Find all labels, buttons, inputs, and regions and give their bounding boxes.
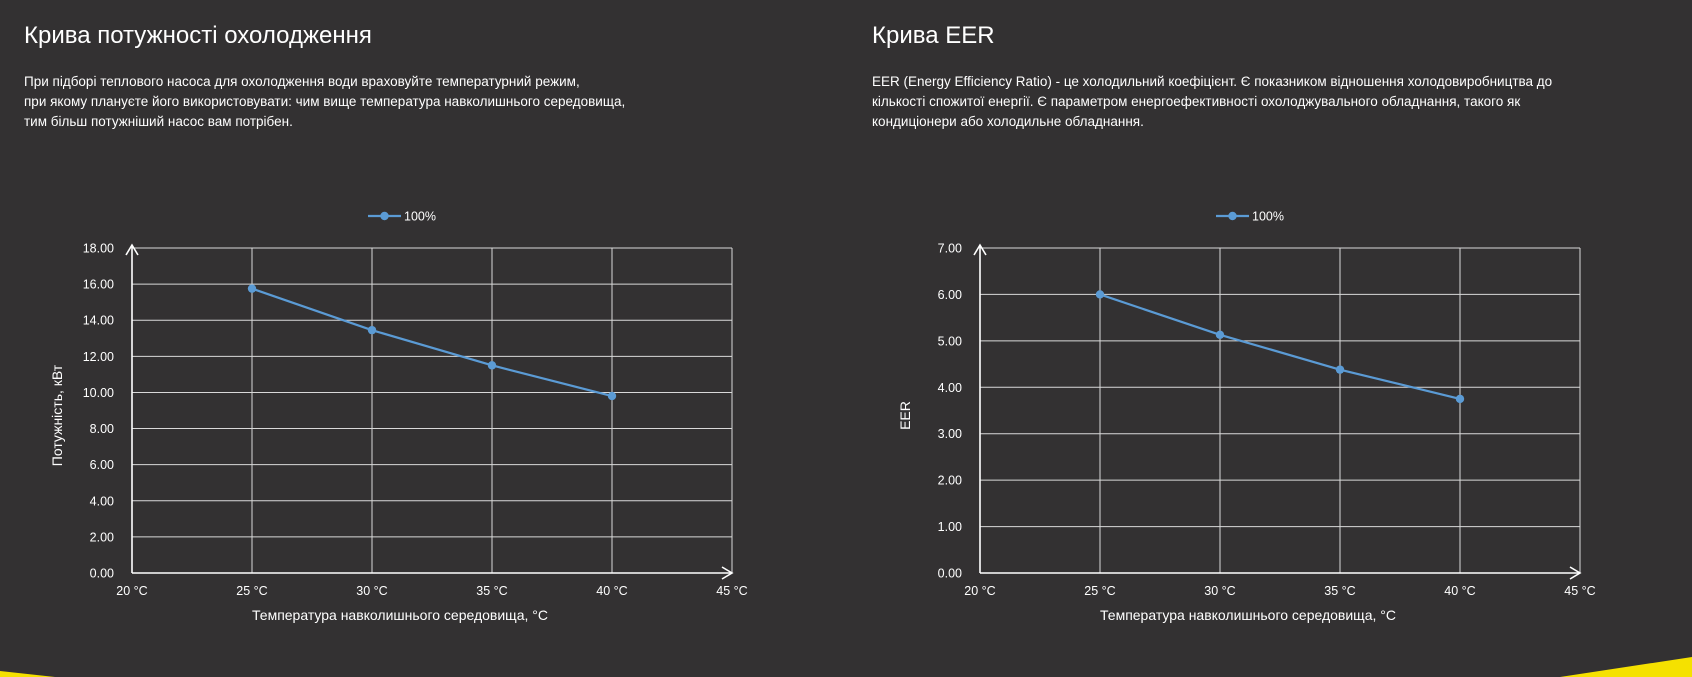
data-point: [487, 361, 497, 370]
data-point: [1095, 290, 1105, 299]
y-tick-label: 6.00: [938, 288, 962, 302]
y-tick-label: 0.00: [90, 567, 114, 581]
y-tick-label: 2.00: [90, 530, 114, 544]
x-axis-title: Температура навколишнього середовища, °C: [252, 607, 548, 623]
y-tick-label: 12.00: [83, 350, 114, 364]
eer-chart: 0.00 1.00 2.00 3.00 4.00 5.00 6.00 7.00 20 °C 25 …: [897, 210, 1596, 624]
legend-marker: [1228, 211, 1237, 221]
data-point: [247, 284, 257, 293]
y-tick-label: 5.00: [938, 334, 962, 348]
y-tick-label: 6.00: [90, 458, 114, 472]
y-tick-label: 7.00: [938, 242, 962, 256]
y-tick-label: 3.00: [938, 427, 962, 441]
cooling-capacity-description: При підборі теплового насоса для охолодж…: [24, 72, 744, 132]
x-tick-label: 45 °C: [1564, 584, 1595, 598]
x-tick-label: 35 °C: [1324, 584, 1355, 598]
x-tick-label: 30 °C: [356, 584, 387, 598]
eer-description: EER (Energy Efficiency Ratio) - це холод…: [872, 72, 1592, 132]
x-axis-title: Температура навколишнього середовища, °C: [1100, 607, 1396, 623]
y-axis-title: Потужність, кВт: [49, 364, 65, 466]
y-axis-arrow: [125, 243, 139, 256]
y-tick-label: 18.00: [83, 242, 114, 256]
eer-panel: Крива EER EER (Energy Efficiency Ratio) …: [848, 0, 1608, 677]
description-line: кондиціонери або холодильне обладнання.: [872, 114, 1144, 129]
data-point: [1215, 330, 1225, 340]
y-axis-arrow: [973, 243, 987, 256]
legend-label: 100%: [1252, 210, 1284, 224]
x-tick-label: 30 °C: [1204, 584, 1235, 598]
y-tick-label: 16.00: [83, 278, 114, 292]
y-tick-label: 10.00: [83, 386, 114, 400]
description-line: При підборі теплового насоса для охолодж…: [24, 74, 580, 89]
y-tick-label: 1.00: [938, 520, 962, 534]
data-point: [607, 391, 617, 401]
series-line: [251, 287, 613, 398]
x-tick-label: 20 °C: [116, 584, 147, 598]
description-line: при якому плануєте його використовувати:…: [24, 94, 626, 109]
y-axis-title: EER: [897, 401, 913, 430]
eer-title: Крива EER: [872, 22, 995, 49]
description-line: EER (Energy Efficiency Ratio) - це холод…: [872, 74, 1553, 89]
series-line: [1099, 293, 1461, 400]
x-tick-label: 35 °C: [476, 584, 507, 598]
y-tick-label: 8.00: [90, 422, 114, 436]
cooling-capacity-panel: Крива потужності охолодження При підборі…: [0, 0, 760, 677]
x-tick-label: 40 °C: [1444, 584, 1475, 598]
y-tick-label: 4.00: [90, 494, 114, 508]
x-tick-label: 45 °C: [716, 584, 747, 598]
y-tick-label: 2.00: [938, 474, 962, 488]
data-point: [1455, 394, 1465, 404]
cooling-capacity-chart: 0.00 2.00 4.00 6.00 8.00 10.00 12.00 14.00 16.00…: [49, 210, 748, 624]
data-point: [367, 325, 377, 335]
x-axis-arrow: [721, 566, 734, 580]
x-axis-arrow: [1569, 566, 1582, 580]
legend-label: 100%: [404, 210, 436, 224]
x-tick-label: 20 °C: [964, 584, 995, 598]
legend-marker: [380, 211, 389, 221]
description-line: тим більш потужніший насос вам потрібен.: [24, 114, 293, 129]
cooling-capacity-title: Крива потужності охолодження: [24, 22, 372, 49]
data-point: [1335, 365, 1345, 374]
x-tick-label: 40 °C: [596, 584, 627, 598]
description-line: кількості спожитої енергії. Є параметром…: [872, 94, 1521, 109]
x-tick-label: 25 °C: [1084, 584, 1115, 598]
y-tick-label: 4.00: [938, 381, 962, 395]
y-tick-label: 14.00: [83, 314, 114, 328]
y-tick-label: 0.00: [938, 567, 962, 581]
x-tick-label: 25 °C: [236, 584, 267, 598]
